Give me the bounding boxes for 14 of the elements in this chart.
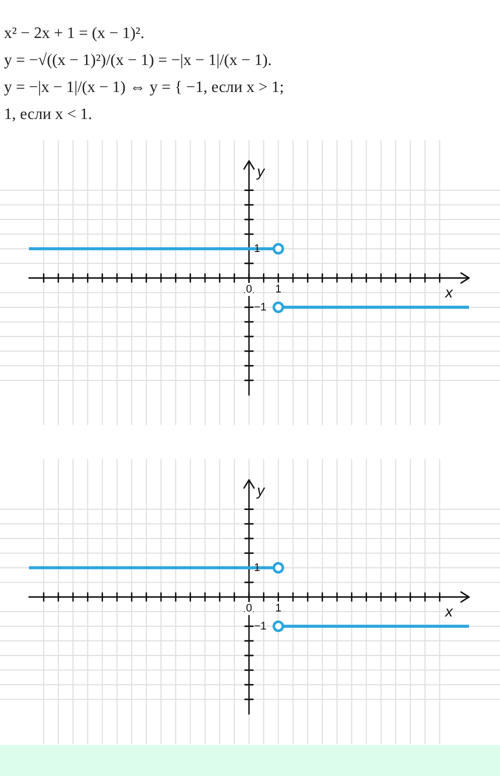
y-axis-title: y — [256, 482, 266, 500]
text: 1, если x < 1. — [4, 105, 94, 125]
x-axis-title: x — [444, 604, 454, 621]
x-tick-label: 0 — [246, 602, 252, 615]
text: x² − 2x + 1 = (x − 1)². — [4, 24, 146, 44]
text: y = −√((x − 1)²)/(x − 1) = −|x − 1|/(x − 1). — [4, 51, 273, 71]
x-tick-label: 0 — [246, 284, 252, 296]
x-axis-title: x — [444, 284, 454, 302]
y-tick-label: −1 — [254, 620, 267, 632]
y-tick-label: 1 — [254, 242, 260, 255]
y-tick-label: −1 — [254, 301, 267, 314]
y-axis-title: y — [256, 164, 266, 181]
y-tick-label: 1 — [254, 562, 260, 574]
text: y = −|x − 1|/(x − 1) ⇔ y = { −1, если x > 1; — [4, 78, 285, 98]
